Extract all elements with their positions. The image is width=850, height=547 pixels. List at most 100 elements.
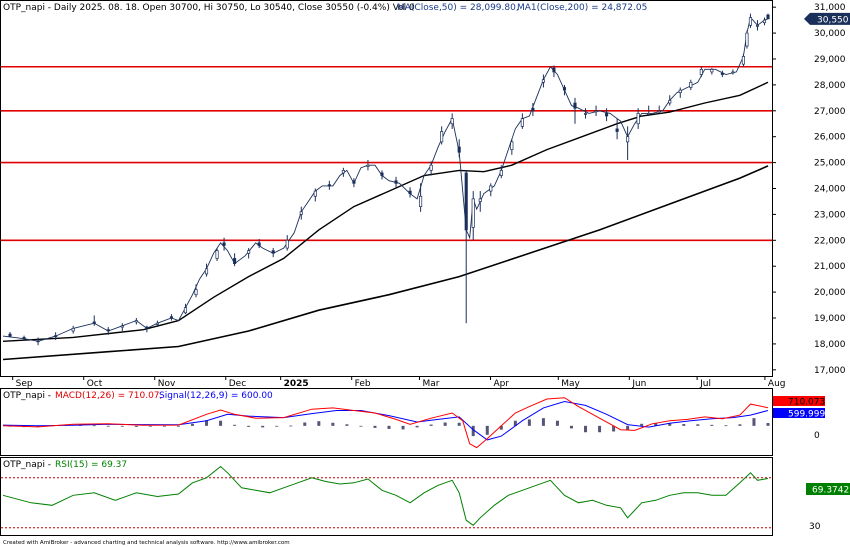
y-tick-label: 19,000 [814,314,846,324]
candle-body [594,110,598,113]
histogram-bar [120,425,124,427]
signal-value-box-text: 599.999 [788,410,825,420]
candle-body [285,239,289,249]
histogram-bar [499,425,503,430]
month-label: Jun [631,379,646,389]
histogram-bar [485,425,489,435]
histogram-bar [752,418,756,426]
candle-body [134,320,138,323]
candle-body [489,185,493,192]
histogram-bar [331,422,335,426]
candle-body [748,17,753,26]
candle-body [352,180,356,184]
y-tick-label: 20,000 [814,288,846,298]
histogram-bar [696,424,700,426]
histogram-bar [612,425,616,432]
histogram-bar [148,425,152,427]
month-label: Apr [493,379,509,389]
histogram-bar [766,423,770,426]
y-tick-label: 26,000 [814,133,846,143]
histogram-bar [429,424,433,426]
histogram-bar [541,418,545,426]
signal-value-box [773,408,825,418]
footer-credit: Created with AmiBroker - advanced charti… [3,540,290,546]
histogram-bar [724,425,728,427]
candle-body [741,56,745,65]
histogram-bar [710,424,714,426]
candle-body [541,79,545,83]
histogram-bar [176,425,180,427]
histogram-bar [247,425,251,427]
histogram-bar [317,421,321,426]
candle-body [419,195,423,207]
month-label: Dec [229,379,246,389]
macd-line [2,397,769,449]
month-label: Jul [699,379,711,389]
candle-body [92,321,96,324]
ma50-label: MA(Close,50) = 28,099.80, [397,3,519,13]
candle-body [215,250,219,259]
candle-body [327,184,331,187]
candle-body [380,172,384,176]
candle-body [745,32,749,47]
ma50-path [2,81,769,342]
month-label: May [561,379,580,389]
candle-body [499,170,503,176]
candle-body [615,128,619,132]
candle-body [573,102,577,109]
price-close-path [2,16,769,342]
y-tick-label: 23,000 [814,210,846,220]
candle-body [247,250,251,254]
y-tick-label: 24,000 [814,185,846,195]
candle-body [562,87,567,91]
month-axis: Sep Oct Nov Dec 2025 Feb Mar Apr May Jun Jul Aug [12,376,785,389]
candle-body [657,110,661,113]
candle-body [710,68,714,73]
candle-body [731,71,735,74]
candle-body [233,258,237,264]
histogram-bar [471,425,475,437]
candle-body [299,211,303,215]
candle-body [429,164,433,171]
rsi-value-box [806,483,850,495]
ma50-line [2,81,769,342]
candle-body [313,190,317,197]
month-label: Feb [355,379,371,389]
y-tick-label: 30,000 [814,29,846,39]
candle-body [155,322,159,325]
candle-body [366,164,370,167]
histogram-bar [668,423,672,426]
macd-path [2,397,769,449]
macd-label-prefix: OTP_napi - [3,391,51,401]
candle-body [605,113,609,117]
candle-body [689,81,693,88]
histogram-bar [205,420,209,426]
histogram-bar [738,424,742,426]
y-tick-label: 22,000 [814,236,846,246]
month-label: Nov [158,379,176,389]
y-tick-label: 31,000 [814,3,846,13]
histogram-bar [584,425,588,433]
candle-body [183,307,188,314]
macd-value-box [773,396,825,406]
y-tick-label: 29,000 [814,55,846,65]
candle-body [766,14,770,20]
rsi-path [2,465,769,526]
candle-body [552,67,556,73]
price-pane-border [0,0,773,377]
y-tick-label: 21,000 [814,262,846,272]
macd-zero-label: 0 [814,431,820,441]
candle-body [510,141,514,150]
candle-body [457,146,461,153]
candle-body [440,131,444,143]
ma200-line [2,165,769,361]
macd-pane: OTP_napi - MACD(12,26) = 710.07, Signal(… [0,388,825,456]
last-price-box-shape [804,12,850,25]
rsi-label-prefix: OTP_napi - [3,460,51,470]
histogram-bar [443,422,447,426]
last-price-label: 30,550 [817,15,849,25]
candle-body [626,136,630,143]
histogram-bar [190,423,194,426]
histogram-bar [359,425,363,427]
y-tick-label: 25,000 [814,159,846,169]
